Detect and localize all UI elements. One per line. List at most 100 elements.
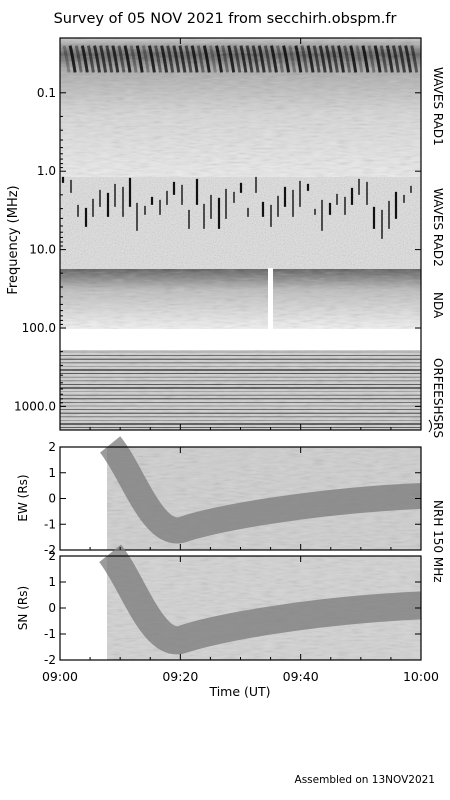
nrh-sn-ylabel: SN (Rs) — [16, 586, 30, 630]
instrument-label-orfees: ORFEESHSRS — [431, 358, 445, 438]
rad1-burst-streak — [330, 45, 339, 73]
rad1-burst-streak — [190, 45, 199, 73]
nrh-y-tick-label: 0 — [48, 601, 56, 615]
nrh-sn-panel — [59, 544, 422, 661]
rad1-burst-streak — [324, 45, 333, 73]
instrument-label-nda: NDA — [431, 292, 445, 319]
time-tick-label: 09:00 — [42, 669, 78, 684]
nrh-label: NRH 150 MHz — [431, 500, 445, 583]
rad1-burst-streak — [105, 45, 114, 73]
rad1-burst-streak — [373, 45, 382, 73]
nrh-y-tick-label: -2 — [44, 543, 56, 557]
rad1-burst-streak — [294, 45, 303, 73]
rad1-burst-streak — [263, 45, 272, 73]
nrh-sn-emission-band — [98, 544, 422, 655]
freq-tick-label: 1000.0 — [14, 399, 56, 413]
orfees-lines — [60, 351, 421, 429]
rad1-burst-streak — [367, 45, 376, 73]
rad1-burst-streak — [184, 45, 193, 73]
rad1-burst-streak — [300, 45, 309, 73]
rad1-burst-streak — [398, 45, 406, 73]
rad1-burst-streak — [74, 45, 83, 73]
rad1-burst-streak — [111, 45, 120, 73]
rad1-burst-streak — [86, 45, 95, 73]
nda-gap — [268, 268, 273, 330]
rad1-burst-streak — [233, 45, 242, 73]
rad1-burst-streak — [239, 45, 248, 73]
rad1-burst-streak — [62, 45, 71, 73]
nrh-y-tick-label: -2 — [44, 653, 56, 667]
freq-tick-label: 0.1 — [37, 86, 56, 100]
rad1-burst-streak — [312, 45, 321, 73]
rad1-burst-streak — [221, 45, 230, 73]
time-xlabel: Time (UT) — [208, 684, 270, 699]
instrument-label-rad1: WAVES RAD1 — [431, 67, 445, 146]
figure-title: Survey of 05 NOV 2021 from secchirh.obsp… — [54, 11, 397, 27]
rad1-burst-streak — [245, 45, 254, 73]
rad1-burst-streak — [99, 45, 108, 73]
rad1-burst-streak — [379, 45, 388, 73]
nda-texture — [60, 269, 421, 329]
rad1-burst-streak — [80, 45, 89, 73]
rad1-burst-streak — [282, 45, 291, 73]
freq-tick-label: 100.0 — [22, 321, 56, 335]
rad1-burst-streak — [202, 45, 211, 73]
rad1-burst-streak — [160, 45, 169, 73]
rad1-burst-streak — [166, 45, 175, 73]
rad1-burst-streak — [410, 45, 419, 73]
rad1-burst-streak — [404, 45, 413, 73]
rad1-texture — [60, 38, 421, 177]
rad1-burst-streak — [178, 45, 187, 73]
rad1-burst-streak — [129, 45, 138, 73]
rad1-burst-streak — [208, 45, 217, 73]
nrh-y-tick-label: 1 — [48, 575, 56, 589]
nrh-sn-y-ticks: 2 1 0 -1 -2 — [44, 549, 421, 667]
rad1-burst-streak — [215, 45, 223, 73]
rad1-burst-streak — [117, 45, 126, 73]
nrh-ew-panel — [59, 436, 422, 551]
rad1-burst-streak — [306, 45, 315, 73]
rad1-burst-streak — [269, 45, 278, 73]
time-tick-label: 09:40 — [283, 669, 319, 684]
rad1-burst-streak — [135, 45, 144, 73]
nrh-y-tick-label: 2 — [48, 549, 56, 563]
rad1-burst-streak — [172, 45, 181, 73]
nrh-ew-y-ticks: 2 1 0 -1 -2 — [44, 440, 421, 557]
rad1-burst-streak — [355, 45, 364, 73]
rad1-burst-streak — [349, 45, 358, 73]
nrh-y-tick-label: 1 — [48, 466, 56, 480]
rad1-burst-streak — [276, 45, 284, 73]
freq-tick-label: 10.0 — [29, 243, 56, 257]
rad1-burst-streak — [391, 45, 400, 73]
rad1-burst-streak — [154, 45, 162, 73]
spectrogram-empty-gap — [60, 329, 421, 350]
orfees-texture — [60, 350, 421, 430]
assembled-footer: Assembled on 13NOV2021 — [295, 774, 435, 786]
rad1-burst-streak — [251, 45, 260, 73]
nrh-ew-emission-band — [99, 436, 422, 544]
instrument-label-rad2: WAVES RAD2 — [431, 188, 445, 267]
freq-tick-label: 1.0 — [37, 164, 56, 178]
rad2-bursts — [61, 176, 412, 239]
nrh-ew-ylabel: EW (Rs) — [16, 474, 30, 521]
rad1-burst-streak — [93, 45, 101, 73]
spectrogram-y-ticks: 0.1 1.0 10.0 100.0 1000.0 — [14, 86, 421, 431]
rad1-burst-streak — [288, 45, 297, 73]
spectrogram-panel — [59, 37, 422, 431]
rad1-burst-streak — [68, 45, 77, 73]
orfees-bracket — [428, 419, 432, 433]
nrh-y-tick-label: 2 — [48, 440, 56, 454]
time-tick-label: 10:00 — [403, 669, 439, 684]
rad1-burst-streak — [196, 45, 205, 73]
time-x-ticks: 09:00 09:20 09:40 10:00 — [42, 38, 439, 684]
rad1-burst-streak — [123, 45, 132, 73]
nrh-y-tick-label: -1 — [44, 517, 56, 531]
nrh-y-tick-label: -1 — [44, 627, 56, 641]
rad1-burst-streak — [257, 45, 266, 73]
nrh-y-tick-label: 0 — [48, 492, 56, 506]
time-tick-label: 09:20 — [162, 669, 198, 684]
rad1-burst-streak — [147, 45, 156, 73]
rad1-burst-streak — [385, 45, 394, 73]
rad1-burst-streak — [343, 45, 352, 73]
